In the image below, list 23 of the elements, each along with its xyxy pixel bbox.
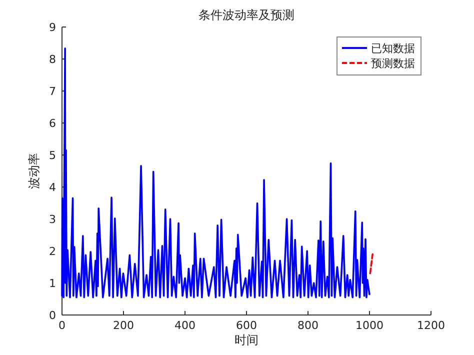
- x-axis-title: 时间: [234, 333, 258, 347]
- x-tick-label: 200: [113, 319, 134, 332]
- y-tick-label: 0: [49, 309, 56, 322]
- y-tick-label: 6: [49, 117, 56, 130]
- legend-label: 已知数据: [371, 42, 415, 55]
- y-tick-label: 3: [49, 213, 56, 226]
- y-tick-label: 4: [49, 181, 56, 194]
- y-tick-label: 5: [49, 149, 56, 162]
- x-tick-label: 1200: [417, 319, 445, 332]
- x-tick-label: 0: [58, 319, 66, 332]
- x-tick-label: 800: [298, 319, 318, 332]
- y-tick-label: 2: [49, 245, 56, 258]
- y-tick-label: 9: [49, 21, 56, 34]
- chart-title: 条件波动率及预测: [198, 8, 294, 22]
- y-tick-label: 7: [49, 85, 56, 98]
- x-tick-label: 600: [236, 319, 257, 332]
- x-tick-label: 1000: [356, 319, 384, 332]
- y-tick-label: 8: [49, 53, 56, 66]
- y-tick-label: 1: [49, 277, 56, 290]
- y-axis-title: 波动率: [27, 153, 41, 189]
- line-series: [61, 48, 370, 298]
- legend-label: 预测数据: [371, 57, 415, 70]
- x-tick-label: 400: [174, 319, 196, 332]
